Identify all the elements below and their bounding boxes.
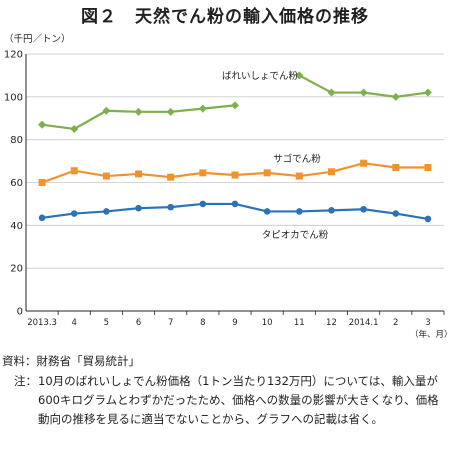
data-point (263, 208, 271, 215)
y-tick-label: 80 (10, 135, 23, 146)
data-point (166, 107, 175, 116)
data-point (198, 104, 207, 113)
data-point (38, 214, 46, 222)
note-label: 注： (14, 374, 37, 388)
grid (26, 53, 444, 269)
data-point (199, 200, 207, 208)
x-tick-label: 2014.1 (349, 318, 379, 328)
data-point (102, 106, 111, 115)
data-point (135, 170, 143, 178)
data-point (360, 159, 368, 167)
data-point (167, 173, 175, 181)
chart-title: 図２ 天然でん粉の輸入価格の推移 (81, 7, 369, 27)
data-point (392, 164, 400, 172)
series-1 (38, 159, 432, 186)
series-2 (38, 200, 432, 223)
y-tick-label: 20 (10, 264, 23, 275)
data-point (70, 167, 78, 175)
data-point (38, 179, 46, 186)
data-point (102, 172, 110, 180)
data-point (295, 172, 303, 180)
data-point (327, 168, 335, 176)
x-axis-unit: （年、月） (410, 329, 450, 340)
series-0 (38, 71, 432, 133)
data-point (70, 124, 79, 133)
data-point (135, 204, 142, 212)
data-point (199, 169, 207, 177)
data-point (423, 88, 432, 97)
series-label: ばれいしょでん粉 (222, 70, 299, 82)
x-tick-label: 3 (425, 318, 430, 328)
series-group (38, 71, 432, 223)
y-axis-label: （千円／トン） (4, 33, 71, 45)
data-point (327, 88, 336, 97)
data-point (263, 169, 271, 177)
data-point (38, 120, 47, 129)
y-tick-label: 120 (4, 50, 23, 61)
data-point (231, 101, 239, 110)
series-label: サゴでん粉 (273, 153, 321, 165)
x-tick-label: 10 (262, 318, 273, 328)
line-chart: 0 20 40 60 80 100 120 2013.3 4 5 6 7 8 9 10 11 12 2014.1… (4, 33, 450, 340)
data-point (424, 215, 432, 223)
y-tick-label: 100 (4, 92, 23, 103)
x-tick-label: 12 (326, 318, 337, 328)
data-point (392, 210, 400, 217)
y-tick-label: 40 (10, 221, 23, 232)
x-tick-label: 2013.3 (27, 318, 57, 328)
data-point (231, 171, 239, 179)
x-tick-labels: 2013.3 4 5 6 7 8 9 10 11 12 2014.1 2 3 (27, 318, 430, 328)
x-tick-label: 5 (104, 318, 109, 328)
source-line: 資料：財務省「貿易統計」 (2, 352, 140, 371)
data-point (167, 203, 174, 211)
x-tick-label: 7 (168, 318, 173, 328)
x-tick-label: 2 (393, 318, 398, 328)
axes (25, 54, 445, 315)
x-tick-label: 6 (136, 318, 141, 328)
x-tick-label: 9 (232, 318, 237, 328)
series-label: タピオカでん粉 (262, 229, 329, 241)
x-tick-label: 4 (72, 318, 77, 328)
data-point (231, 200, 239, 208)
y-tick-labels: 0 20 40 60 80 100 120 (4, 50, 23, 318)
data-point (359, 88, 368, 97)
note-text: 10月のばれいしょでん粉価格（1トン当たり132万円）については、輸入量が600… (38, 374, 439, 426)
data-point (391, 92, 400, 101)
data-point (360, 205, 367, 213)
source-text: 財務省「貿易統計」 (36, 354, 141, 368)
source-label: 資料： (2, 354, 37, 368)
y-tick-label: 60 (10, 178, 23, 189)
data-point (70, 210, 78, 217)
data-point (295, 71, 304, 80)
y-tick-label: 0 (17, 307, 23, 318)
x-tick-label: 11 (294, 318, 305, 328)
x-tick-label: 8 (200, 318, 205, 328)
data-point (296, 208, 303, 215)
data-point (424, 164, 432, 172)
data-point (328, 207, 335, 214)
data-point (103, 208, 110, 215)
data-point (134, 107, 143, 116)
